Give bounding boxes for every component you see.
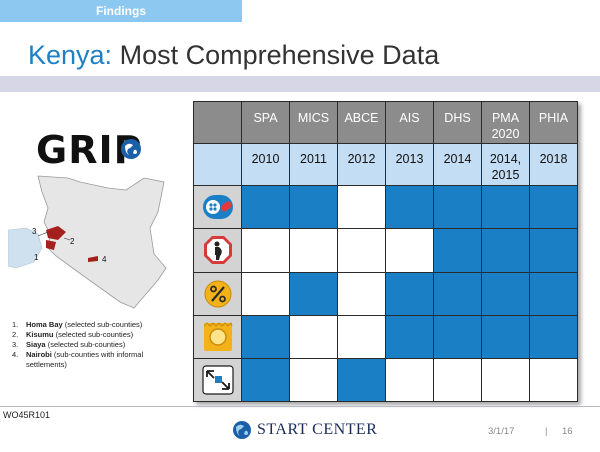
- year-header: 2010: [241, 143, 290, 187]
- table-cell: [529, 357, 578, 403]
- brand-name: START CENTER: [257, 421, 378, 438]
- year-header: 2013: [385, 143, 434, 187]
- table-cell: [337, 228, 386, 273]
- slide-title: Kenya: Most Comprehensive Data: [28, 40, 439, 71]
- footer-divider: [0, 406, 600, 407]
- title-divider-bar: [0, 76, 600, 92]
- section-tag: Findings: [0, 0, 242, 22]
- legend-item: 3. Siaya (selected sub-counties): [12, 340, 126, 349]
- condom-package-icon: [203, 321, 232, 351]
- table-cell: [385, 357, 434, 403]
- corner-cell: [193, 100, 242, 145]
- county-highlight-nairobi: [88, 256, 98, 262]
- table-cell: [529, 314, 578, 359]
- footer-separator: |: [545, 426, 548, 437]
- legend-item: 4. Nairobi (sub-counties with informal se…: [12, 350, 144, 369]
- map-label-4: 4: [102, 255, 107, 264]
- table-cell: [241, 271, 290, 316]
- table-cell: [433, 357, 482, 403]
- table-cell: [529, 271, 578, 316]
- legend-item: 2. Kisumu (selected sub-counties): [12, 330, 134, 339]
- table-cell: [433, 314, 482, 359]
- year-header: 2018: [529, 143, 578, 187]
- pregnancy-stop-icon: [203, 236, 232, 265]
- table-row: [193, 228, 578, 273]
- pills-icon: [202, 195, 233, 220]
- table-cell: [385, 228, 434, 273]
- map-label-1: 1: [34, 253, 39, 262]
- legend-item: 1. Homa Bay (selected sub-counties): [12, 320, 143, 329]
- table-cell: [529, 228, 578, 273]
- table-cell: [481, 185, 530, 230]
- survey-header-row: SPA MICS ABCE AIS DHS PMA 2020 PHIA: [193, 100, 578, 145]
- year-header: 2014: [433, 143, 482, 187]
- table-cell: [529, 185, 578, 230]
- row-icon-cell: [193, 314, 242, 359]
- referral-arrows-icon: [201, 365, 234, 395]
- county-legend: 1. Homa Bay (selected sub-counties) 2. Kis…: [12, 320, 184, 370]
- table-cell: [433, 228, 482, 273]
- table-cell: [289, 228, 338, 273]
- table-cell: [385, 185, 434, 230]
- table-cell: [433, 185, 482, 230]
- table-cell: [289, 357, 338, 403]
- table-cell: [289, 314, 338, 359]
- table-cell: [481, 314, 530, 359]
- kenya-map: 3 2 1 4: [8, 168, 180, 312]
- survey-header: DHS: [433, 100, 482, 145]
- table-row: [193, 271, 578, 316]
- row-icon-cell: [193, 228, 242, 273]
- table-cell: [289, 271, 338, 316]
- survey-header: SPA: [241, 100, 290, 145]
- slide-number: 16: [562, 426, 573, 437]
- survey-header: AIS: [385, 100, 434, 145]
- document-code: WO45R101: [3, 410, 51, 420]
- corner-cell: [193, 143, 242, 187]
- year-header: 2012: [337, 143, 386, 187]
- slide-date: 3/1/17: [488, 426, 515, 437]
- table-cell: [241, 185, 290, 230]
- survey-header: MICS: [289, 100, 338, 145]
- start-center-logo: START CENTER: [232, 420, 377, 440]
- percent-coin-icon: [204, 280, 231, 308]
- table-cell: [385, 314, 434, 359]
- table-cell: [337, 314, 386, 359]
- row-icon-cell: [193, 185, 242, 230]
- table-cell: [481, 357, 530, 403]
- table-row: [193, 357, 578, 403]
- year-header: 2011: [289, 143, 338, 187]
- table-cell: [337, 185, 386, 230]
- year-header: 2014, 2015: [481, 143, 530, 187]
- map-label-2: 2: [70, 237, 75, 246]
- survey-header: PMA 2020: [481, 100, 530, 145]
- table-cell: [481, 228, 530, 273]
- county-highlight-siaya-kisumu: [46, 226, 66, 240]
- map-label-3: 3: [32, 227, 37, 236]
- table-cell: [241, 314, 290, 359]
- title-text: Most Comprehensive Data: [119, 40, 440, 70]
- table-row: [193, 314, 578, 359]
- table-cell: [289, 185, 338, 230]
- table-cell: [481, 271, 530, 316]
- table-cell: [241, 228, 290, 273]
- year-header-row: 2010 2011 2012 2013 2014 2014, 2015 2018: [193, 143, 578, 187]
- table-cell: [241, 357, 290, 403]
- county-highlight-homa-bay: [46, 240, 56, 250]
- table-cell: [433, 271, 482, 316]
- title-country: Kenya:: [28, 40, 113, 70]
- data-availability-table: SPA MICS ABCE AIS DHS PMA 2020 PHIA 2010 …: [193, 100, 578, 403]
- survey-header: ABCE: [337, 100, 386, 145]
- table-row: [193, 185, 578, 230]
- globe-icon: [233, 421, 251, 439]
- globe-icon: [121, 139, 141, 159]
- row-icon-cell: [193, 357, 242, 403]
- row-icon-cell: [193, 271, 242, 316]
- table-cell: [337, 357, 386, 403]
- table-cell: [337, 271, 386, 316]
- survey-header: PHIA: [529, 100, 578, 145]
- table-cell: [385, 271, 434, 316]
